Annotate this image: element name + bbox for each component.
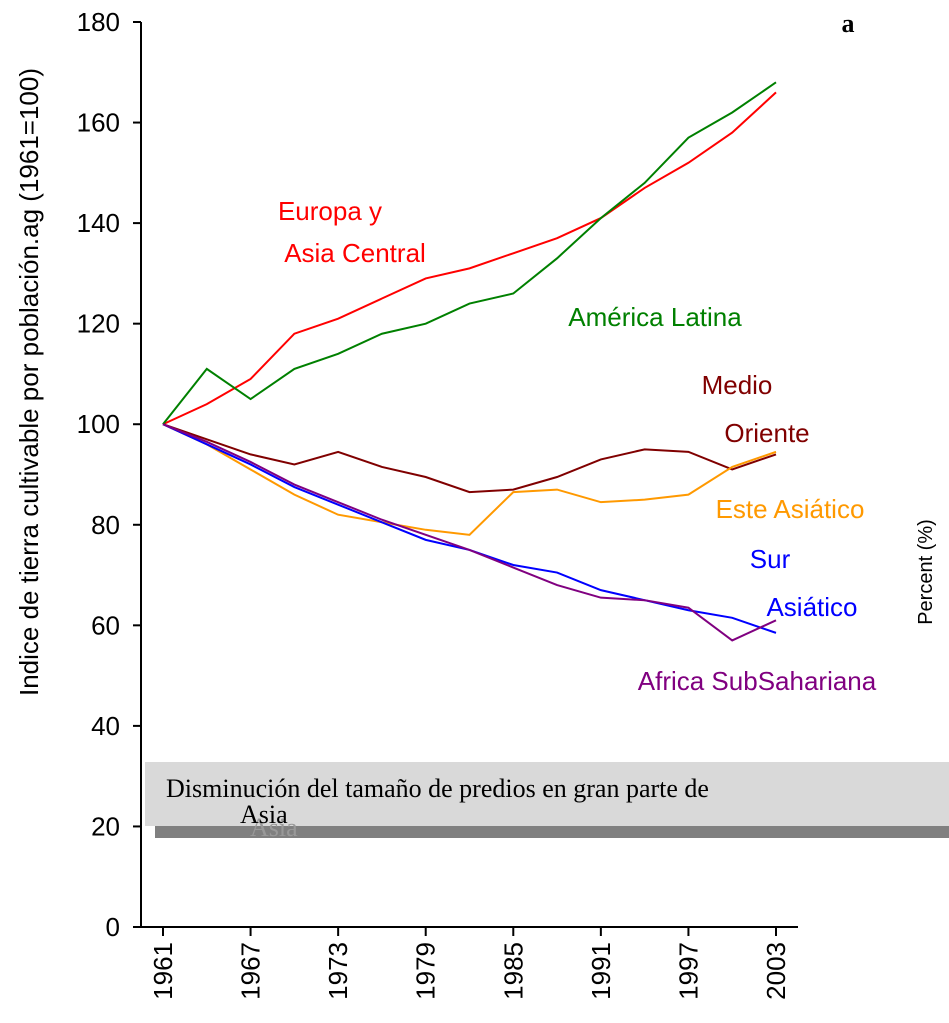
x-tick-label: 1979 — [411, 942, 441, 1000]
callout-text: Disminución del tamaño de predios en gra… — [166, 774, 709, 803]
annotation: Asiático — [766, 592, 857, 622]
series-line — [162, 423, 777, 642]
x-tick-label: 1973 — [323, 942, 353, 1000]
x-tick-label: 1985 — [498, 942, 528, 1000]
y-tick-label: 0 — [106, 912, 120, 942]
x-tick-label: 2003 — [761, 942, 791, 1000]
y-tick-label: 140 — [77, 208, 120, 238]
callout-shadow — [155, 824, 949, 838]
y-tick-label: 120 — [77, 309, 120, 339]
y-tick-label: 20 — [91, 811, 120, 841]
series-line — [162, 423, 777, 536]
annotation: Africa SubSahariana — [638, 666, 877, 696]
y2-axis-label: Percent (%) — [915, 519, 937, 625]
y-axis-label: Indice de tierra cultivable por població… — [14, 68, 44, 696]
annotation: Asia Central — [284, 238, 426, 268]
annotation: Europa y — [278, 196, 382, 226]
series-line — [162, 81, 777, 425]
y-tick-label: 100 — [77, 409, 120, 439]
y-tick-label: 60 — [91, 610, 120, 640]
annotation: América Latina — [568, 302, 742, 332]
corner-text: a — [842, 9, 855, 38]
series-line — [162, 423, 777, 494]
callout-shadow-text: Asia — [250, 813, 298, 842]
x-tick-label: 1961 — [148, 942, 178, 1000]
annotation: Oriente — [724, 418, 809, 448]
callout-text: Asia — [240, 800, 288, 829]
x-tick-label: 1967 — [236, 942, 266, 1000]
y-tick-label: 80 — [91, 510, 120, 540]
y-tick-label: 40 — [91, 711, 120, 741]
callout-box — [145, 762, 949, 826]
series-line — [162, 91, 777, 426]
x-tick-label: 1997 — [673, 942, 703, 1000]
annotation: Sur — [750, 544, 791, 574]
annotation: Medio — [702, 370, 773, 400]
annotation: Este Asiático — [716, 494, 865, 524]
y-tick-label: 180 — [77, 7, 120, 37]
y-tick-label: 160 — [77, 108, 120, 138]
x-tick-label: 1991 — [586, 942, 616, 1000]
